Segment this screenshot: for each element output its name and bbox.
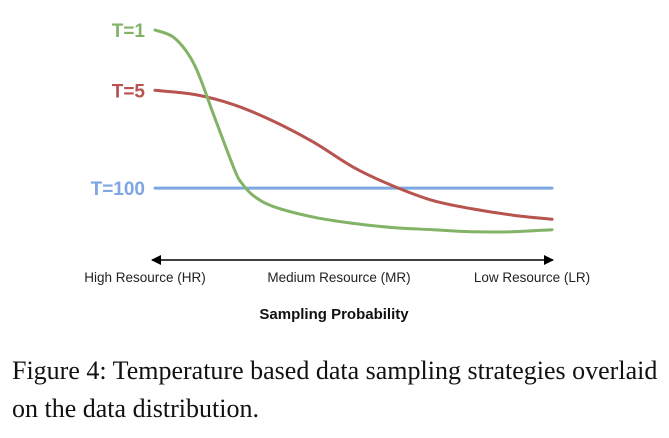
series-label-t5: T=5 bbox=[112, 81, 146, 102]
x-tick-label-lr: Low Resource (LR) bbox=[474, 270, 590, 285]
series-line-t1 bbox=[153, 28, 554, 234]
figure-caption: Figure 4: Temperature based data samplin… bbox=[12, 356, 658, 423]
series-line-t5 bbox=[153, 88, 554, 221]
plot-area bbox=[153, 28, 554, 234]
chart: T=1 T=5 T=100 High Resource (HR) Medium Re… bbox=[84, 21, 590, 323]
x-axis-title: Sampling Probability bbox=[259, 306, 409, 323]
series-label-t100: T=100 bbox=[91, 179, 145, 200]
x-tick-label-mr: Medium Resource (MR) bbox=[267, 270, 410, 285]
series-label-t1: T=1 bbox=[112, 21, 146, 42]
x-tick-label-hr: High Resource (HR) bbox=[84, 270, 206, 285]
legend-labels: T=1 T=5 T=100 bbox=[91, 21, 146, 200]
